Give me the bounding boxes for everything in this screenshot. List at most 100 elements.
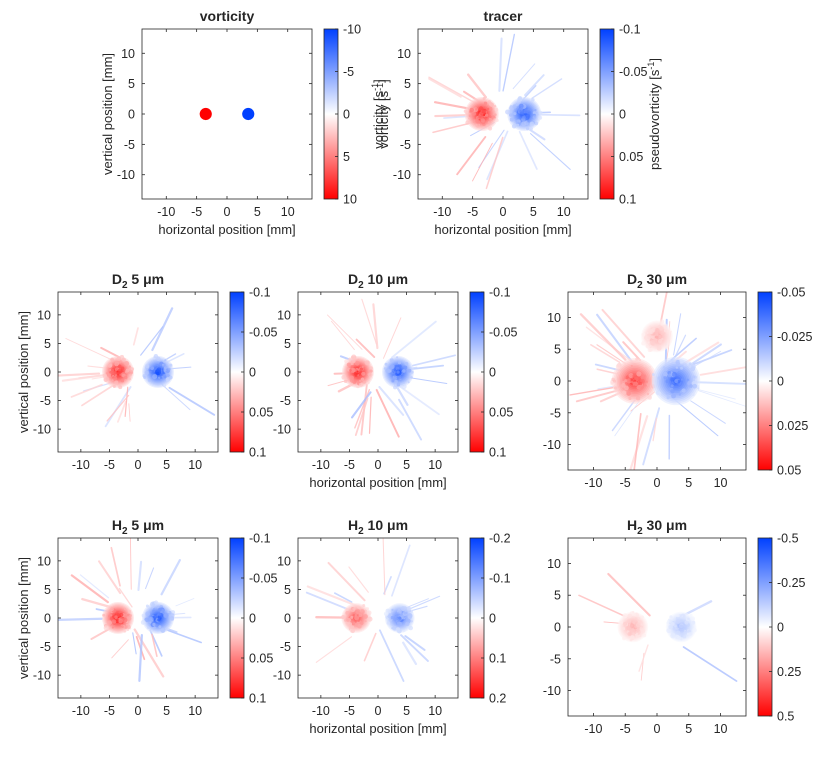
noise-streak bbox=[151, 633, 158, 657]
vortex-speckle bbox=[406, 606, 410, 610]
vortex-speckle bbox=[688, 362, 692, 366]
panel-title: tracer bbox=[484, 8, 523, 24]
vortex-speckle bbox=[110, 607, 114, 612]
colorbar-tick-label: -0.05 bbox=[249, 572, 278, 586]
noise-streak bbox=[485, 136, 504, 190]
colorbar-tick-label: -0.2 bbox=[489, 532, 511, 546]
vortex-speckle bbox=[395, 366, 400, 371]
x-tick-label: -10 bbox=[584, 476, 602, 490]
vortex-speckle bbox=[648, 365, 652, 369]
x-tick-label: -5 bbox=[104, 704, 115, 718]
vortex-speckle bbox=[622, 636, 626, 641]
vortex-speckle bbox=[649, 325, 652, 328]
vortex-speckle bbox=[390, 615, 394, 620]
vortex-speckle bbox=[111, 626, 115, 629]
vortex-speckle bbox=[480, 112, 484, 116]
vortex-speckle bbox=[360, 377, 365, 381]
vortex-speckle bbox=[170, 616, 175, 621]
vortex-speckle bbox=[402, 369, 406, 373]
colorbar-label: vorticity [s-1] bbox=[370, 79, 386, 148]
vortex-speckle bbox=[407, 381, 410, 384]
vortex-speckle bbox=[386, 621, 391, 625]
vortex-speckle bbox=[148, 616, 154, 622]
vortex-speckle bbox=[669, 615, 673, 619]
vortex-speckle bbox=[102, 613, 106, 617]
noise-streak bbox=[406, 595, 441, 611]
vortex-speckle bbox=[397, 361, 402, 365]
vortex-speckle bbox=[149, 621, 152, 624]
vortex-speckle bbox=[482, 96, 486, 101]
vortex-speckle bbox=[107, 363, 113, 368]
vortex-speckle bbox=[156, 364, 159, 367]
noise-streak bbox=[81, 384, 114, 407]
vortex-speckle bbox=[121, 357, 126, 362]
vortex-speckle bbox=[630, 628, 635, 632]
noise-streak bbox=[402, 641, 418, 666]
vortex-speckle bbox=[150, 601, 156, 607]
vortex-speckle bbox=[393, 385, 398, 390]
noise-streak bbox=[351, 391, 372, 419]
noise-streak bbox=[411, 354, 457, 367]
vortex-speckle bbox=[405, 621, 410, 627]
colorbar bbox=[600, 29, 614, 199]
vortex-speckle bbox=[675, 618, 681, 624]
vortex-speckle bbox=[675, 366, 679, 369]
x-tick-label: 10 bbox=[188, 458, 202, 472]
vortex-speckle bbox=[403, 606, 407, 609]
colorbar bbox=[758, 292, 772, 470]
vortex-speckle bbox=[401, 384, 407, 390]
vortex-speckle bbox=[124, 375, 128, 380]
vortex-speckle bbox=[383, 611, 389, 617]
panel-2: -10 -5 0 5 10 10 5 0 -5 -10 tracer horizontal posit… bbox=[375, 8, 662, 237]
panel-5: -10 -5 0 5 10 10 5 0 -5 -10 D2 30 μm -0.05 -0.025 0 0.… bbox=[543, 271, 813, 490]
vortex-speckle bbox=[118, 385, 123, 390]
vortex-speckle bbox=[141, 613, 145, 618]
vortex-speckle bbox=[668, 624, 674, 630]
noise-streak bbox=[697, 390, 746, 407]
y-tick-label: -10 bbox=[393, 168, 411, 182]
x-tick-label: -5 bbox=[191, 205, 202, 219]
x-tick-label: 5 bbox=[685, 476, 692, 490]
noise-streak bbox=[138, 634, 143, 682]
vortex-speckle bbox=[117, 368, 123, 374]
vortex-speckle bbox=[633, 613, 637, 617]
x-tick-label: -10 bbox=[72, 458, 90, 472]
vortex-speckle bbox=[651, 373, 655, 376]
vortex-speckle bbox=[630, 635, 635, 640]
vortex-speckle bbox=[361, 365, 365, 368]
vortex-speckle bbox=[358, 606, 361, 610]
vortex-speckle bbox=[619, 620, 624, 625]
x-tick-label: 5 bbox=[685, 722, 692, 736]
colorbar-tick-label: 0.1 bbox=[489, 446, 506, 460]
vortex-speckle bbox=[640, 374, 646, 380]
vortex-speckle bbox=[343, 379, 348, 384]
vortex-speckle bbox=[157, 607, 162, 612]
vortex-speckle bbox=[680, 378, 684, 381]
y-tick-label: 10 bbox=[37, 308, 51, 322]
vortex-speckle bbox=[612, 379, 617, 383]
vortex-speckle bbox=[402, 630, 405, 633]
vortex-speckle bbox=[361, 371, 366, 376]
vortex-speckle bbox=[658, 342, 662, 345]
noise-streak bbox=[145, 567, 155, 590]
vortex-speckle bbox=[673, 624, 677, 628]
vortex-speckle bbox=[116, 375, 119, 378]
panel-8: -10 -5 0 5 10 10 5 0 -5 -10 H2 30 μm -0.5 -0.25 0 0.25… bbox=[543, 517, 806, 736]
vortex-speckle bbox=[519, 108, 525, 114]
vortex-speckle bbox=[529, 121, 535, 127]
vortex-speckle bbox=[124, 607, 127, 611]
vortex-speckle bbox=[110, 614, 113, 617]
vortex-speckle bbox=[153, 354, 159, 359]
colorbar-tick-label: -0.1 bbox=[489, 286, 511, 300]
vortex-speckle bbox=[670, 389, 675, 394]
x-tick-label: 0 bbox=[375, 458, 382, 472]
vortex-speckle bbox=[468, 117, 471, 120]
vortex-speckle bbox=[628, 372, 634, 379]
vortex-speckle bbox=[678, 624, 684, 630]
vortex-speckle bbox=[634, 633, 638, 636]
noise-streak bbox=[502, 33, 516, 92]
vortex-speckle bbox=[670, 633, 676, 639]
vortex-speckle bbox=[352, 359, 356, 363]
x-tick-label: 5 bbox=[163, 704, 170, 718]
vortex-speckle bbox=[531, 97, 535, 102]
